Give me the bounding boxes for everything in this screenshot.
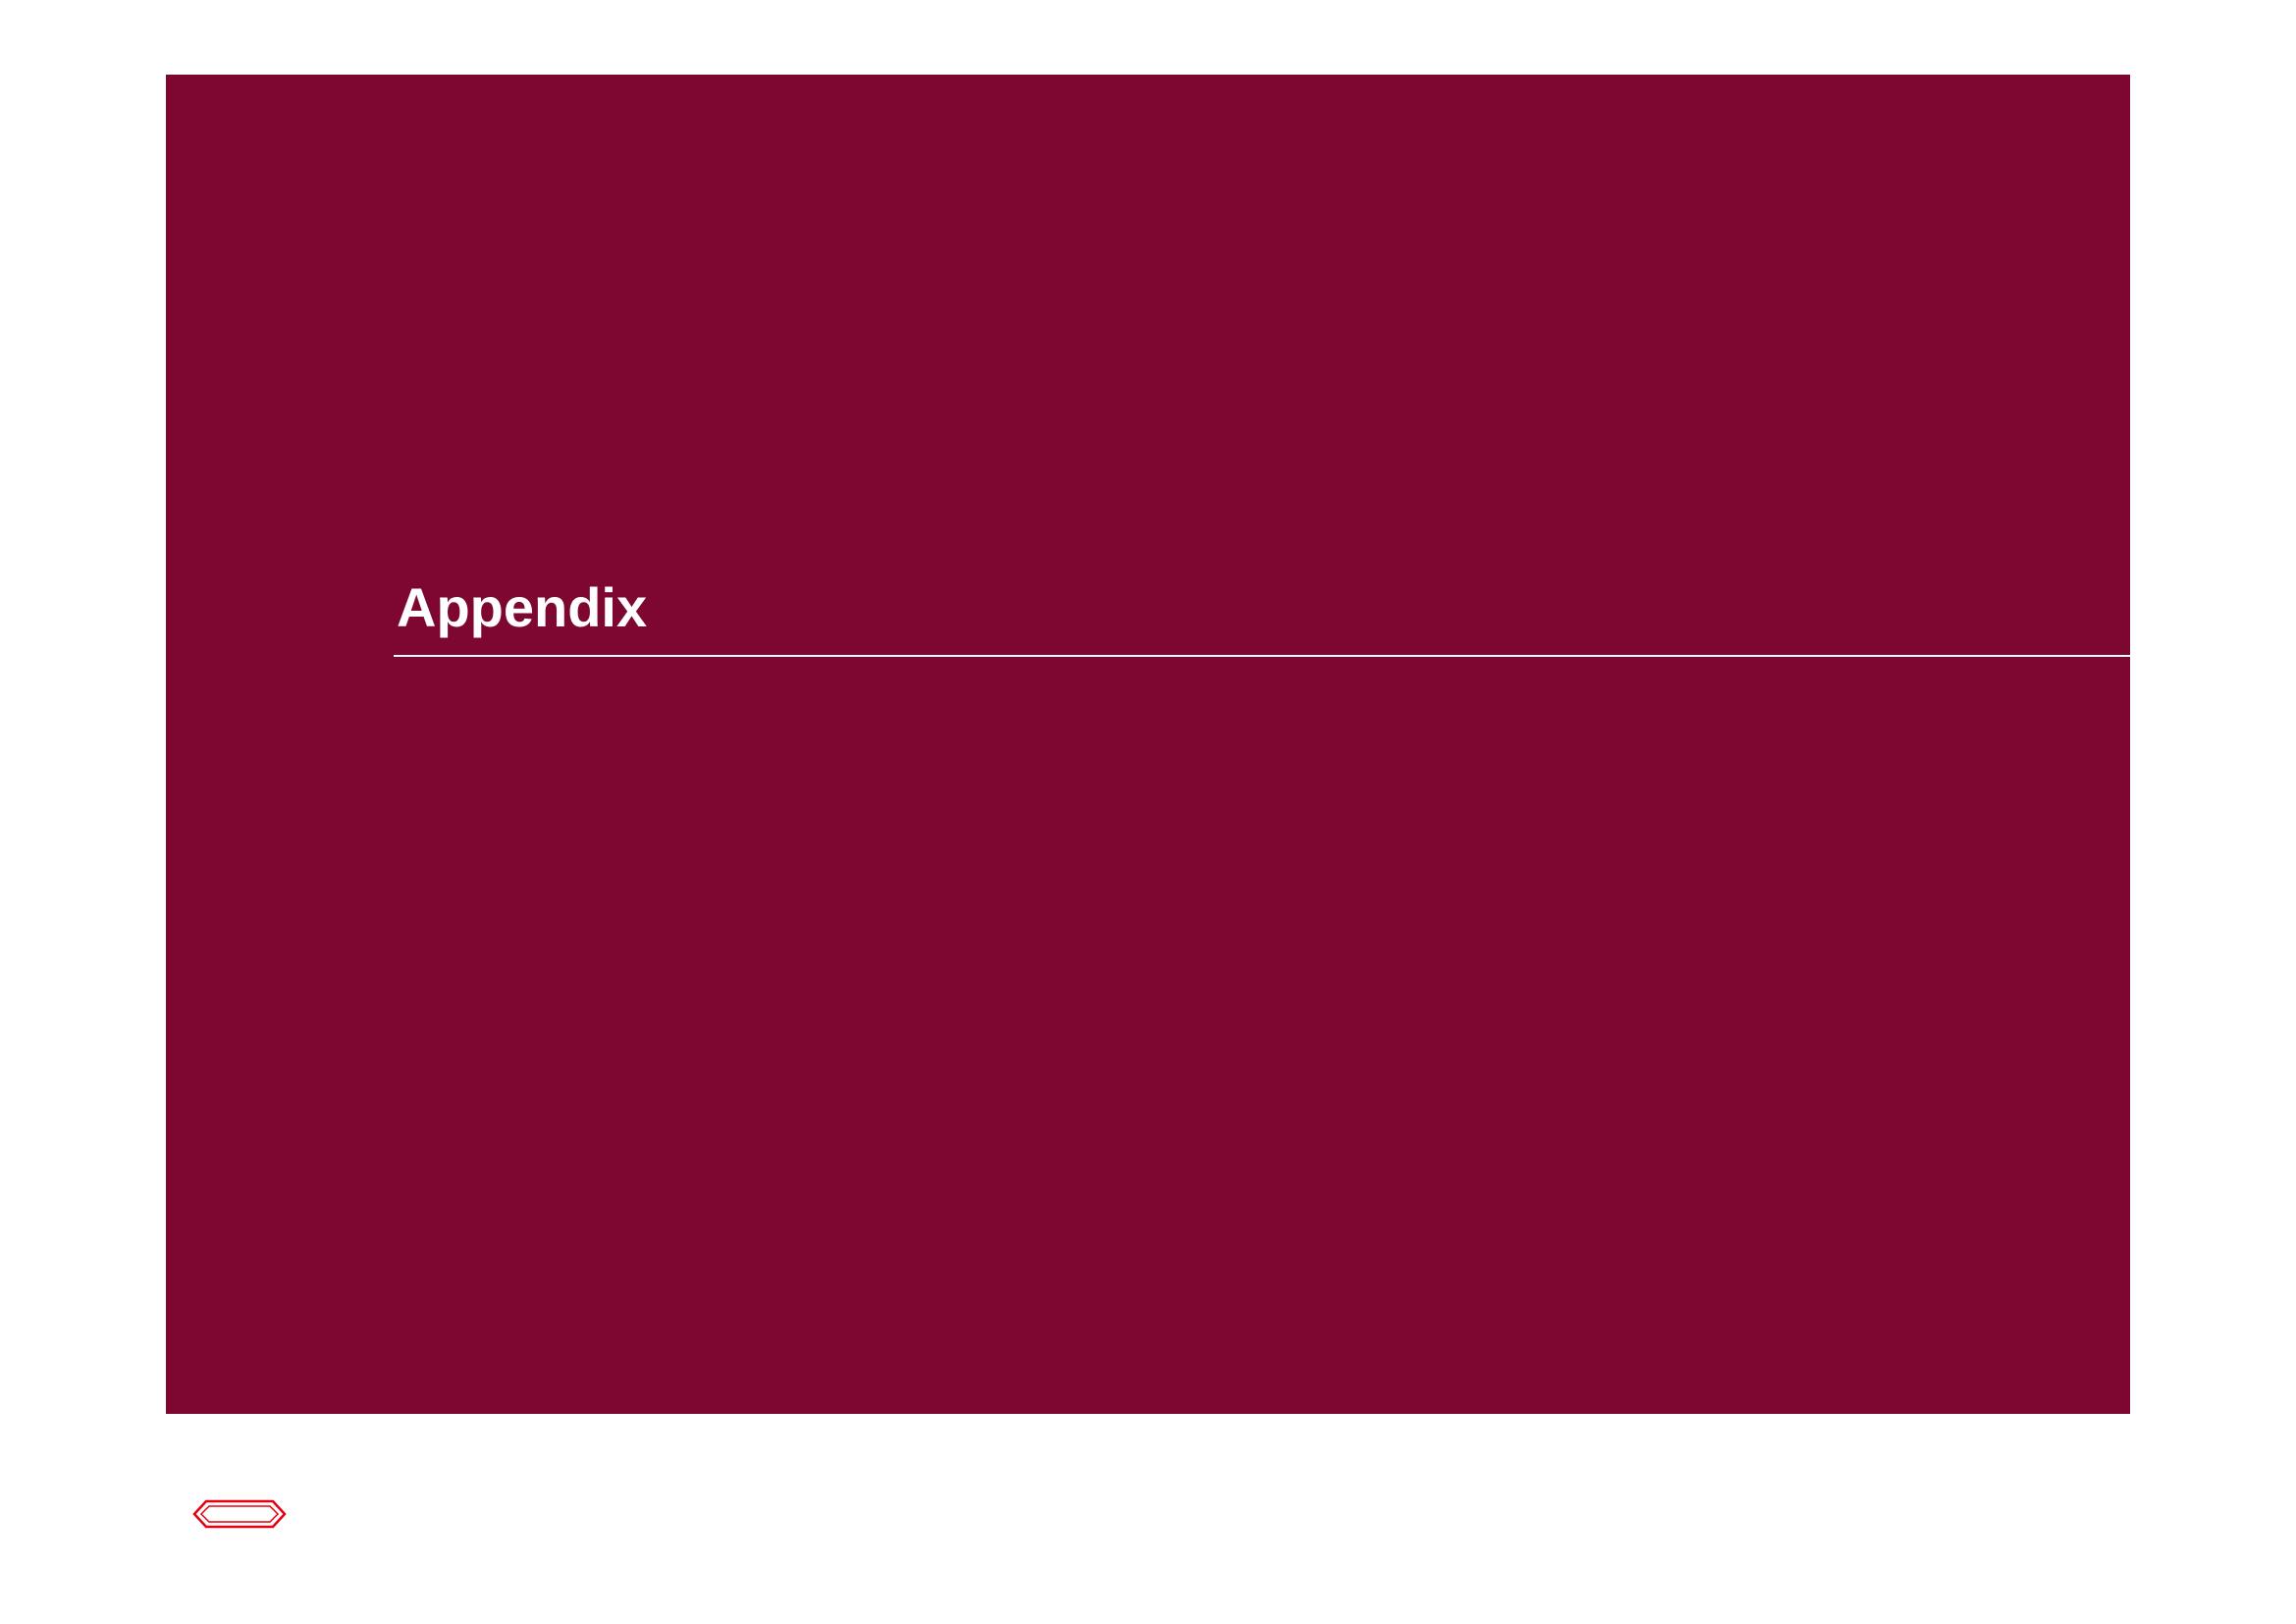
title-underline <box>394 655 2130 657</box>
takeda-logo <box>190 1496 289 1532</box>
section-divider-panel <box>166 75 2130 1414</box>
section-title: Appendix <box>397 576 648 638</box>
takeda-logo-mark <box>192 1499 287 1529</box>
